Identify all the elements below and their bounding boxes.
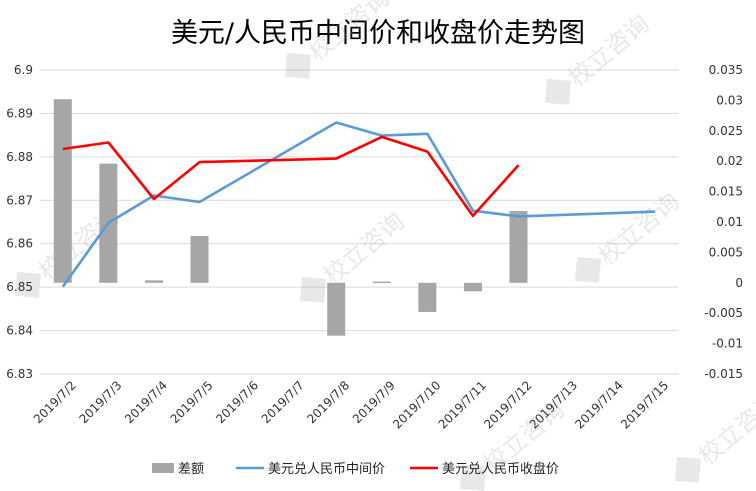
right-axis: 0.035 0.03 0.025 0.02 0.015 0.01 0.005 0 -0.005 -… [704, 63, 743, 381]
bar-2019/7/11 [463, 282, 482, 292]
legend-item-0: 差额 [152, 462, 204, 477]
right-tick-label: 0.01 [716, 215, 743, 229]
left-tick-label: 6.85 [6, 280, 33, 294]
svg-text:校立咨询: 校立咨询 [318, 207, 410, 290]
right-tick-label: 0.005 [709, 245, 743, 259]
bar-2019/7/8 [327, 282, 346, 336]
bar-2019/7/9 [372, 281, 391, 284]
legend: 差额 美元兑人民币中间价 美元兑人民币收盘价 [152, 461, 559, 477]
bar-2019/7/2 [53, 99, 72, 283]
x-axis: 2019/7/22019/7/32019/7/42019/7/52019/7/6… [31, 378, 671, 431]
x-tick-label: 2019/7/4 [122, 378, 170, 426]
legend-label: 差额 [178, 462, 204, 477]
legend-item-1: 美元兑人民币中间价 [236, 462, 385, 477]
right-tick-label: 0.02 [716, 154, 743, 168]
x-tick-label: 2019/7/10 [390, 378, 443, 431]
svg-text:校立咨询: 校立咨询 [693, 387, 756, 470]
watermark-logo: 校立咨询 [675, 387, 756, 483]
legend-label: 美元兑人民币中间价 [268, 462, 385, 477]
right-tick-label: 0.035 [709, 63, 743, 77]
x-tick-label: 2019/7/3 [76, 378, 124, 426]
x-tick-label: 2019/7/6 [213, 378, 261, 426]
bar-2019/7/10 [418, 282, 437, 312]
legend-swatch [152, 463, 174, 473]
left-tick-label: 6.87 [6, 193, 33, 207]
right-tick-label: 0.025 [709, 124, 743, 138]
right-tick-label: -0.01 [712, 337, 743, 351]
bar-series [53, 99, 528, 336]
bar-2019/7/5 [190, 235, 209, 283]
left-tick-label: 6.9 [14, 63, 33, 77]
left-tick-label: 6.83 [6, 367, 33, 381]
x-tick-label: 2019/7/2 [31, 378, 79, 426]
left-tick-label: 6.88 [6, 150, 33, 164]
watermark-logo: 校立咨询 [300, 207, 410, 303]
x-tick-label: 2019/7/11 [436, 378, 489, 431]
left-tick-label: 6.86 [6, 237, 33, 251]
x-tick-label: 2019/7/14 [572, 378, 625, 431]
line-series [61, 121, 656, 288]
left-axis: 6.9 6.89 6.88 6.87 6.86 6.85 6.84 6.83 [6, 63, 33, 381]
x-tick-label: 2019/7/9 [350, 378, 398, 426]
left-tick-label: 6.84 [6, 324, 33, 338]
bar-2019/7/4 [144, 280, 163, 283]
line-series-mid [61, 121, 656, 288]
legend-label: 美元兑人民币收盘价 [442, 461, 559, 477]
chart-title: 美元/人民币中间价和收盘价走势图 [171, 18, 585, 49]
x-tick-label: 2019/7/5 [168, 378, 216, 426]
left-tick-label: 6.89 [6, 106, 33, 120]
right-tick-label: -0.005 [704, 306, 743, 320]
x-tick-label: 2019/7/15 [618, 378, 671, 431]
x-tick-label: 2019/7/8 [304, 378, 352, 426]
right-tick-label: 0.03 [716, 93, 743, 107]
svg-text:校立咨询: 校立咨询 [593, 187, 685, 270]
right-tick-label: 0 [735, 276, 743, 290]
x-tick-label: 2019/7/7 [259, 378, 307, 426]
line-series-close [62, 135, 520, 218]
right-tick-label: -0.015 [704, 367, 743, 381]
legend-item-2: 美元兑人民币收盘价 [410, 461, 559, 477]
gridlines [40, 69, 678, 375]
bar-2019/7/12 [509, 211, 528, 283]
right-tick-label: 0.015 [709, 185, 743, 199]
